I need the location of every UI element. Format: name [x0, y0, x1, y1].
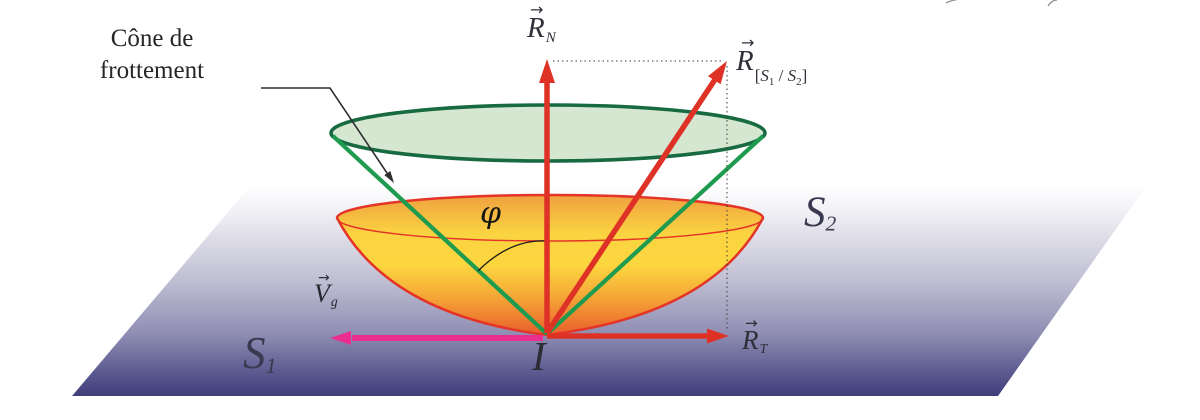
- vector-rs: → R: [736, 35, 754, 77]
- friction-cone-left-edge: [331, 134, 549, 336]
- vector-base: R: [736, 45, 754, 77]
- vector-arrow-icon: →: [741, 33, 755, 52]
- vector-subscript: [S1 / S2]: [754, 66, 808, 88]
- s1-index: 1: [265, 352, 277, 378]
- vector-subscript: N: [545, 29, 556, 46]
- vector-vg: → V: [314, 271, 330, 308]
- tangential-reaction-arrowhead: [707, 328, 729, 344]
- vector-subscript: g: [330, 294, 338, 310]
- vector-base: R: [742, 325, 759, 355]
- normal-reaction-arrowhead: [539, 59, 555, 83]
- s1-base: S: [243, 328, 266, 378]
- normal-reaction-label: → R N: [527, 2, 556, 46]
- vector-arrow-icon: →: [530, 0, 544, 19]
- sliding-velocity-arrowhead: [330, 331, 351, 345]
- cropped-text-artifact: [945, 0, 957, 4]
- s2-index: 2: [825, 211, 837, 236]
- caption-line1: Cône de: [110, 25, 194, 52]
- vector-rn: → R: [527, 2, 545, 44]
- vector-arrow-icon: →: [318, 270, 330, 286]
- reaction-bowl-front-rim: [336, 217, 764, 242]
- sliding-velocity-label: → V g: [314, 271, 338, 310]
- bracket-close: ]: [801, 66, 808, 85]
- solid-s2-label: S2: [804, 191, 836, 235]
- s2-index: 2: [796, 76, 802, 88]
- total-reaction-arrowhead: [708, 61, 727, 85]
- caption-leader-line: [261, 87, 388, 174]
- reaction-bowl: [335, 193, 765, 337]
- contact-point-label: I: [532, 333, 546, 379]
- phi-angle-label: φ: [480, 196, 502, 231]
- s2-base: S: [804, 189, 826, 236]
- s1-symbol: S: [760, 66, 769, 85]
- total-reaction-label: → R [S1 / S2]: [736, 35, 808, 88]
- total-reaction-arrow-shaft: [544, 76, 719, 335]
- caption-leader-arrowhead: [384, 171, 394, 183]
- separator: /: [774, 66, 788, 85]
- vector-subscript: T: [759, 341, 768, 358]
- bracket-open: [: [754, 66, 761, 85]
- cropped-text-artifact: [1047, 0, 1058, 7]
- friction-cone-right-edge: [545, 134, 765, 336]
- vector-rt: → R: [742, 316, 759, 355]
- phi-angle-arc: [477, 240, 548, 272]
- vector-base: R: [527, 12, 545, 44]
- s1-index: 1: [768, 76, 775, 88]
- vector-arrow-icon: →: [745, 314, 758, 332]
- plane-s1-label: S1: [243, 331, 277, 377]
- caption-line2: frottement: [99, 57, 205, 84]
- tangential-reaction-label: → R T: [742, 316, 768, 358]
- vector-base: V: [314, 279, 330, 308]
- s2-symbol: S: [787, 66, 797, 85]
- friction-cone-caption: Cône de frottement: [86, 23, 218, 87]
